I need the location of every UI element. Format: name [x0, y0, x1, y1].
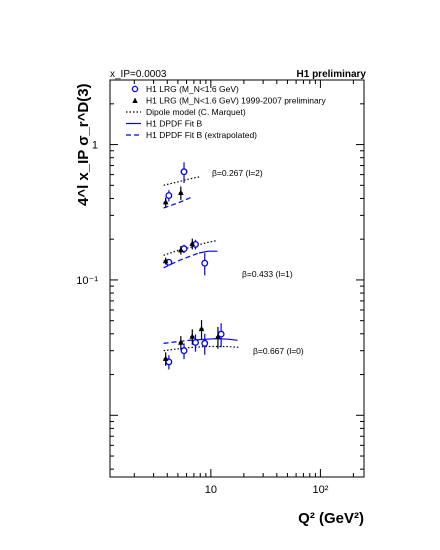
model-curve — [163, 345, 239, 352]
legend: H1 LRG (M_N<1.6 GeV) H1 LRG (M_N<1.6 GeV)… — [126, 84, 327, 140]
model-curve — [163, 197, 191, 209]
h1-preliminary-label: H1 preliminary — [297, 69, 367, 80]
legend-label: H1 DPDF Fit B — [146, 119, 203, 129]
model-curve — [198, 250, 218, 254]
legend-marker-triangle — [132, 97, 138, 103]
model-curve — [163, 176, 201, 186]
data-point-triangle — [178, 189, 184, 196]
data-point-triangle — [189, 333, 196, 339]
y-tick-label: 10⁻¹ — [76, 275, 98, 287]
data-point-circle — [192, 339, 199, 346]
data-point-triangle — [162, 355, 169, 361]
beta-annotation: β=0.267 (l=2) — [212, 168, 263, 178]
legend-label: H1 LRG (M_N<1.6 GeV) 1999-2007 prelimina… — [146, 96, 327, 106]
legend-label: H1 DPDF Fit B (extrapolated) — [146, 130, 257, 140]
data-point-circle — [165, 192, 173, 200]
y-axis-title: 4^l x_IP σ_r^D(3) — [75, 83, 92, 206]
data-point-circle — [180, 168, 188, 176]
plot-frame — [109, 79, 365, 478]
legend-marker-circle — [131, 85, 139, 93]
beta-annotation: β=0.667 (l=0) — [253, 346, 304, 356]
x-ip-label: x_IP=0.0003 — [110, 69, 167, 80]
axis-ticks — [110, 79, 364, 477]
beta-annotations: β=0.267 (l=2) β=0.433 (l=1) β=0.667 (l=0) — [212, 168, 304, 356]
model-curve — [163, 239, 218, 256]
model-curve — [198, 338, 238, 341]
data-point-triangle — [189, 240, 196, 246]
x-axis-title: Q² (GeV²) — [298, 510, 364, 527]
data-point-circle — [201, 259, 209, 267]
beta-annotation: β=0.433 (l=1) — [242, 269, 293, 279]
data-point-circle — [180, 347, 188, 355]
tick-labels: 10 10² 1 10⁻¹ — [76, 140, 328, 496]
data-point-triangle — [178, 339, 184, 345]
data-point-triangle — [178, 246, 184, 253]
legend-label: H1 LRG (M_N<1.6 GeV) — [146, 84, 239, 94]
x-tick-label: 10 — [205, 484, 217, 496]
data-points — [162, 162, 225, 370]
data-point-triangle — [162, 257, 169, 264]
model-curve — [163, 252, 200, 269]
x-tick-label: 10² — [312, 484, 328, 496]
data-point-triangle — [162, 199, 169, 205]
data-point-circle — [201, 339, 209, 347]
legend-label: Dipole model (C. Marquet) — [146, 107, 246, 117]
data-point-triangle — [198, 325, 205, 332]
data-point-triangle — [215, 333, 221, 340]
y-tick-label: 1 — [92, 140, 98, 152]
